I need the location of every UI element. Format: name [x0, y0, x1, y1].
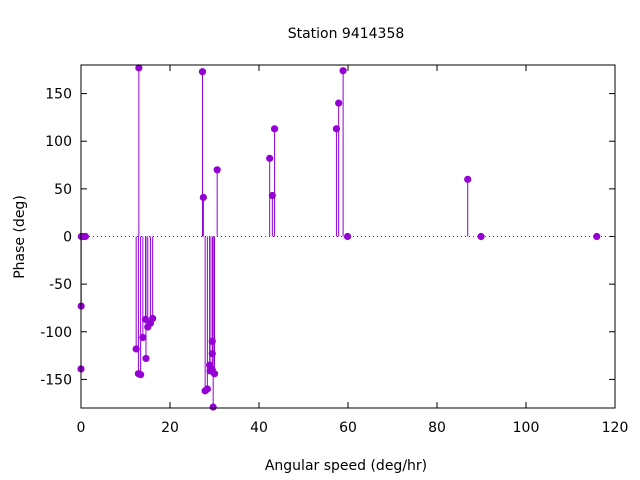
y-tick-label: 100 [45, 134, 72, 150]
x-tick-label: 20 [161, 420, 179, 436]
plot-frame [80, 64, 616, 409]
data-point [209, 403, 217, 411]
data-point [477, 232, 485, 241]
x-tick-label: 120 [602, 420, 629, 436]
data-point [135, 64, 143, 72]
data-point [332, 125, 341, 133]
y-tick-label: 0 [63, 230, 72, 246]
data-point [208, 350, 216, 358]
data-point [81, 232, 90, 241]
data-point [198, 68, 207, 76]
data-point [343, 232, 352, 241]
data-point [208, 337, 216, 345]
data-point [137, 371, 145, 379]
y-tick-label: -100 [40, 325, 72, 341]
chart-title: Station 9414358 [288, 26, 405, 42]
y-axis-ticks: -150 -100 -50 0 50 100 150 [40, 87, 615, 388]
x-tick-label: 80 [428, 420, 446, 436]
x-tick-label: 0 [77, 420, 86, 436]
data-point [199, 193, 207, 202]
data-point [268, 191, 276, 200]
data-point [149, 314, 157, 323]
x-axis-ticks: 0 20 40 60 80 100 120 [77, 65, 629, 436]
data-point [266, 154, 274, 162]
y-tick-label: -50 [49, 277, 72, 293]
data-point [210, 370, 219, 378]
x-axis-label: Angular speed (deg/hr) [265, 458, 427, 474]
data-point [464, 175, 472, 183]
data-point [335, 99, 343, 107]
data-point [270, 125, 279, 133]
data-point [339, 67, 347, 75]
data-point [142, 354, 150, 363]
y-axis-label: Phase (deg) [12, 195, 28, 279]
x-tick-label: 100 [513, 420, 540, 436]
data-point [141, 315, 150, 323]
y-tick-label: -150 [40, 372, 72, 388]
data-point [203, 385, 211, 393]
y-tick-label: 150 [45, 87, 72, 103]
x-tick-label: 40 [250, 420, 268, 436]
data-point [593, 232, 601, 241]
y-tick-label: 50 [54, 182, 72, 198]
data-point [139, 333, 147, 342]
x-tick-label: 60 [339, 420, 357, 436]
data-point [213, 166, 221, 174]
data-point [132, 345, 140, 353]
